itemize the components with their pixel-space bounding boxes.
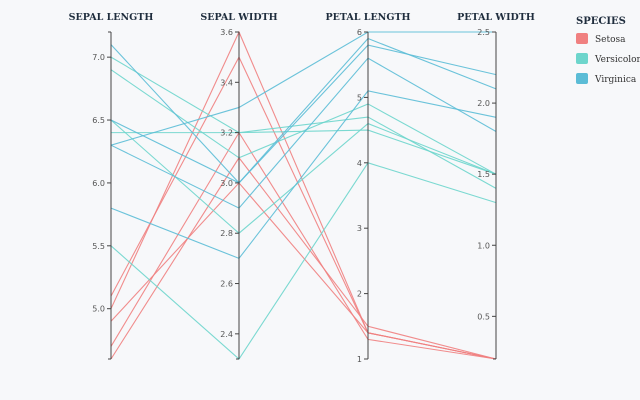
legend-label: Versicolor (594, 55, 640, 65)
line-setosa-3 (110, 156, 497, 360)
line-versicolor-5 (110, 56, 497, 189)
tick-label: 2.4 (220, 330, 233, 339)
line-versicolor-8 (110, 162, 497, 360)
tick-label: 6.5 (92, 116, 105, 125)
axis-sepal_width: SEPAL WIDTH 2.4 2.6 2.8 3.0 3.2 3.4 3.6 (200, 12, 278, 360)
line-virginica-13 (110, 57, 497, 209)
tick-label: 4 (357, 159, 362, 168)
line-versicolor-7 (110, 69, 497, 175)
legend-swatch (576, 33, 588, 44)
tick-label: 1.0 (477, 241, 490, 250)
tick-label: 2.0 (477, 99, 490, 108)
tick-label: 1 (357, 355, 362, 364)
tick-label: 1.5 (477, 170, 490, 179)
legend-item-versicolor[interactable]: Versicolor (576, 53, 640, 65)
tick-label: 6 (357, 28, 362, 37)
tick-label: 7.0 (92, 53, 105, 62)
legend-swatch (576, 53, 588, 64)
axis-title-sepal_width: SEPAL WIDTH (200, 12, 277, 23)
tick-label: 3.4 (220, 78, 233, 87)
line-setosa-0 (110, 55, 497, 360)
legend: SPECIES Setosa Versicolor Virginica (576, 16, 640, 85)
line-virginica-10 (110, 31, 496, 146)
axes: SEPAL LENGTH 5.0 5.5 6.0 6.5 7.0 SEPAL WIDTH 2.… (69, 12, 535, 364)
line-setosa-1 (110, 182, 497, 360)
legend-title: SPECIES (576, 16, 626, 27)
line-virginica-14 (110, 44, 497, 184)
legend-item-setosa[interactable]: Setosa (576, 33, 626, 45)
tick-label: 0.5 (477, 312, 490, 321)
tick-label: 5.0 (92, 305, 105, 314)
tick-label: 2.5 (477, 28, 490, 37)
tick-label: 2.8 (220, 229, 233, 238)
legend-item-virginica[interactable]: Virginica (576, 73, 637, 85)
tick-label: 5.5 (92, 242, 105, 251)
legend-swatch (576, 73, 588, 84)
tick-label: 2 (357, 290, 362, 299)
legend-label: Virginica (594, 75, 637, 85)
tick-label: 3.0 (220, 179, 233, 188)
tick-label: 6.0 (92, 179, 105, 188)
line-virginica-12 (110, 37, 497, 184)
axis-petal_width: PETAL WIDTH 0.5 1.0 1.5 2.0 2.5 (457, 12, 535, 360)
line-virginica-11 (110, 90, 497, 260)
data-lines (110, 30, 497, 360)
axis-title-sepal_length: SEPAL LENGTH (69, 12, 154, 23)
legend-label: Setosa (595, 35, 626, 45)
axis-title-petal_length: PETAL LENGTH (325, 12, 410, 23)
axis-petal_length: PETAL LENGTH 1 2 3 4 5 6 (325, 12, 410, 364)
tick-label: 5 (357, 93, 362, 102)
tick-label: 3 (357, 224, 362, 233)
line-versicolor-6 (111, 129, 497, 175)
axis-title-petal_width: PETAL WIDTH (457, 12, 535, 23)
tick-label: 3.6 (220, 28, 233, 37)
tick-label: 3.2 (220, 129, 233, 138)
tick-label: 2.6 (220, 280, 233, 289)
line-setosa-4 (110, 30, 497, 360)
line-setosa-2 (110, 131, 497, 360)
axis-sepal_length: SEPAL LENGTH 5.0 5.5 6.0 6.5 7.0 (69, 12, 154, 360)
line-versicolor-9 (110, 119, 497, 234)
